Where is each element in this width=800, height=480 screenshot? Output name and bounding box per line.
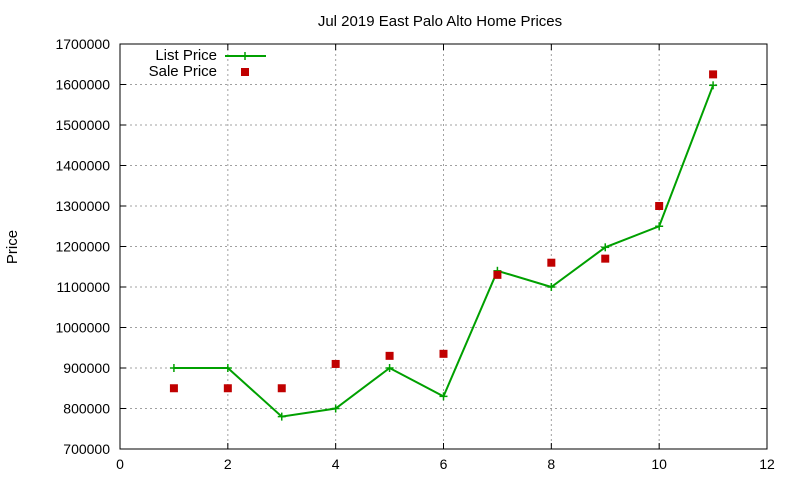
chart-title: Jul 2019 East Palo Alto Home Prices (318, 13, 562, 30)
legend-label: Sale Price (149, 63, 217, 80)
grid-lines (120, 44, 767, 449)
sale-price-point (277, 384, 286, 393)
x-tick-label: 4 (332, 456, 340, 472)
sale-price-point (223, 384, 232, 393)
sale-price-point (331, 359, 340, 368)
list-price-point (169, 364, 178, 372)
sale-price-point (547, 258, 556, 267)
y-tick-label: 1700000 (55, 36, 110, 52)
sale-price-series (169, 70, 718, 393)
series-layer (169, 70, 718, 421)
y-tick-label: 1600000 (55, 77, 110, 93)
y-tick-label: 1300000 (55, 198, 110, 214)
legend-entry: List Price (155, 47, 266, 64)
list-price-point (385, 364, 394, 372)
legend-square-marker (241, 68, 249, 76)
y-tick-label: 800000 (63, 401, 110, 417)
sale-price-point (169, 384, 178, 393)
sale-price-point (601, 254, 610, 263)
legend-label: List Price (155, 47, 217, 64)
legend-plus-marker (241, 52, 249, 60)
y-axis-label: Price (4, 230, 21, 264)
y-tick-label: 1400000 (55, 158, 110, 174)
list-price-point (601, 243, 610, 252)
list-price-point (331, 404, 340, 413)
sale-price-point (385, 351, 394, 360)
x-tick-label: 6 (440, 456, 448, 472)
x-tick-label: 0 (116, 456, 124, 472)
y-tick-label: 700000 (63, 441, 110, 457)
sale-price-point (709, 70, 718, 79)
y-tick-label: 1000000 (55, 320, 110, 336)
list-price-point (655, 222, 664, 231)
list-price-point (439, 392, 448, 401)
axis-ticks: 0 2 4 6 8 10 12 700000 800000 900000 1000000 110000… (55, 36, 775, 472)
x-tick-label: 12 (759, 456, 775, 472)
list-price-point (277, 412, 286, 421)
list-price-series (169, 81, 718, 421)
sale-price-point (655, 202, 664, 210)
y-tick-label: 1200000 (55, 239, 110, 255)
legend-entry: Sale Price (149, 63, 249, 80)
x-tick-label: 8 (547, 456, 555, 472)
x-tick-label: 10 (651, 456, 667, 472)
y-tick-label: 900000 (63, 360, 110, 376)
y-tick-label: 1500000 (55, 117, 110, 133)
sale-price-point (493, 270, 502, 279)
list-price-point (223, 364, 232, 372)
x-tick-label: 2 (224, 456, 232, 472)
sale-price-point (439, 349, 448, 358)
list-price-point (547, 283, 556, 291)
y-tick-label: 1100000 (57, 279, 111, 295)
list-price-point (709, 81, 718, 90)
